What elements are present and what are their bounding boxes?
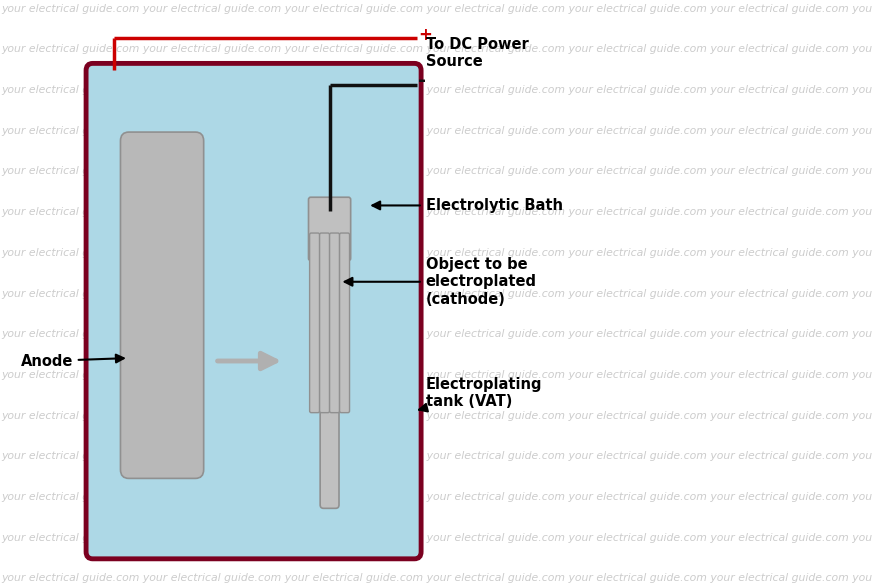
Text: your electrical guide.com your electrical guide.com your electrical guide.com yo: your electrical guide.com your electrica… (1, 532, 872, 542)
Text: +: + (419, 26, 433, 44)
FancyBboxPatch shape (86, 63, 421, 559)
Text: your electrical guide.com your electrical guide.com your electrical guide.com yo: your electrical guide.com your electrica… (1, 167, 872, 177)
Text: Electrolytic Bath: Electrolytic Bath (372, 198, 562, 213)
FancyBboxPatch shape (309, 197, 351, 261)
FancyBboxPatch shape (310, 233, 320, 413)
Text: your electrical guide.com your electrical guide.com your electrical guide.com yo: your electrical guide.com your electrica… (1, 85, 872, 95)
Text: your electrical guide.com your electrical guide.com your electrical guide.com yo: your electrical guide.com your electrica… (1, 492, 872, 502)
Text: your electrical guide.com your electrical guide.com your electrical guide.com yo: your electrical guide.com your electrica… (1, 126, 872, 136)
FancyBboxPatch shape (339, 233, 350, 413)
Text: your electrical guide.com your electrical guide.com your electrical guide.com yo: your electrical guide.com your electrica… (1, 288, 872, 299)
Text: your electrical guide.com your electrical guide.com your electrical guide.com yo: your electrical guide.com your electrica… (1, 207, 872, 217)
FancyBboxPatch shape (120, 132, 204, 478)
Text: -: - (419, 71, 426, 90)
Text: To DC Power
Source: To DC Power Source (426, 36, 528, 69)
Text: Electroplating
tank (VAT): Electroplating tank (VAT) (419, 377, 542, 411)
Text: your electrical guide.com your electrical guide.com your electrical guide.com yo: your electrical guide.com your electrica… (1, 248, 872, 258)
Text: Anode: Anode (21, 353, 124, 369)
Text: your electrical guide.com your electrical guide.com your electrical guide.com yo: your electrical guide.com your electrica… (1, 329, 872, 339)
Text: your electrical guide.com your electrical guide.com your electrical guide.com yo: your electrical guide.com your electrica… (1, 370, 872, 380)
Text: your electrical guide.com your electrical guide.com your electrical guide.com yo: your electrical guide.com your electrica… (1, 4, 872, 14)
Text: Object to be
electroplated
(cathode): Object to be electroplated (cathode) (344, 257, 536, 306)
Text: your electrical guide.com your electrical guide.com your electrical guide.com yo: your electrical guide.com your electrica… (1, 451, 872, 461)
Text: your electrical guide.com your electrical guide.com your electrical guide.com yo: your electrical guide.com your electrica… (1, 45, 872, 55)
FancyBboxPatch shape (320, 233, 330, 413)
FancyBboxPatch shape (320, 208, 339, 508)
Text: your electrical guide.com your electrical guide.com your electrical guide.com yo: your electrical guide.com your electrica… (1, 410, 872, 420)
Text: your electrical guide.com your electrical guide.com your electrical guide.com yo: your electrical guide.com your electrica… (1, 573, 872, 583)
FancyBboxPatch shape (330, 233, 339, 413)
